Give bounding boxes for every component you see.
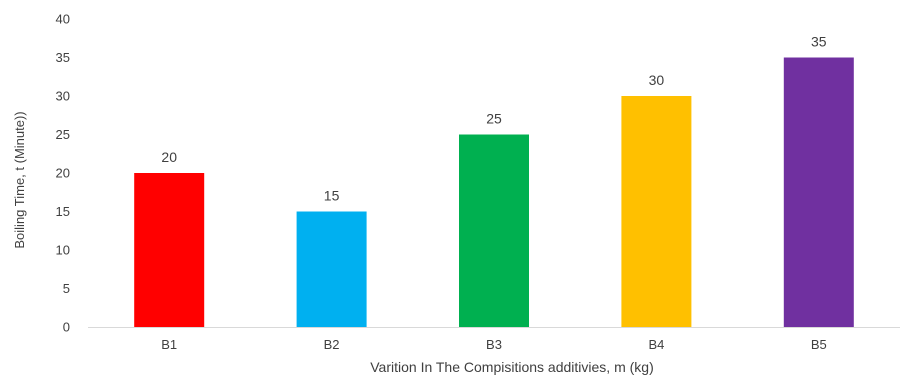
data-label-b1: 20: [161, 149, 177, 165]
x-tick-label-b2: B2: [324, 337, 340, 352]
data-labels: 20 15 25 30 35: [161, 34, 826, 204]
y-tick-label: 30: [56, 89, 70, 104]
bar-b1: [134, 173, 205, 327]
y-tick-label: 10: [56, 243, 70, 258]
bar-b5: [783, 57, 854, 327]
bar-b3: [459, 134, 529, 327]
bar-b4: [621, 96, 692, 327]
x-tick-label-b4: B4: [648, 337, 664, 352]
y-axis-ticks: 0 5 10 15 20 25 30 35 40: [56, 12, 70, 335]
data-label-b5: 35: [811, 34, 827, 50]
data-label-b4: 30: [649, 72, 665, 88]
y-tick-label: 40: [56, 12, 70, 27]
data-label-b2: 15: [324, 188, 340, 204]
y-tick-label: 0: [63, 320, 70, 335]
bar-b2: [296, 211, 367, 327]
y-axis-title: Boiling Time, t (Minute)): [12, 111, 27, 248]
x-axis-ticks: B1 B2 B3 B4 B5: [161, 337, 827, 352]
y-tick-label: 25: [56, 127, 70, 142]
x-tick-label-b5: B5: [811, 337, 827, 352]
x-tick-label-b1: B1: [161, 337, 177, 352]
x-tick-label-b3: B3: [486, 337, 502, 352]
y-tick-label: 35: [56, 50, 70, 65]
y-tick-label: 5: [63, 281, 70, 296]
data-label-b3: 25: [486, 111, 502, 127]
x-axis-title: Varition In The Compisitions additivies,…: [370, 359, 653, 375]
bars: [134, 57, 854, 327]
y-tick-label: 15: [56, 204, 70, 219]
y-tick-label: 20: [56, 166, 70, 181]
